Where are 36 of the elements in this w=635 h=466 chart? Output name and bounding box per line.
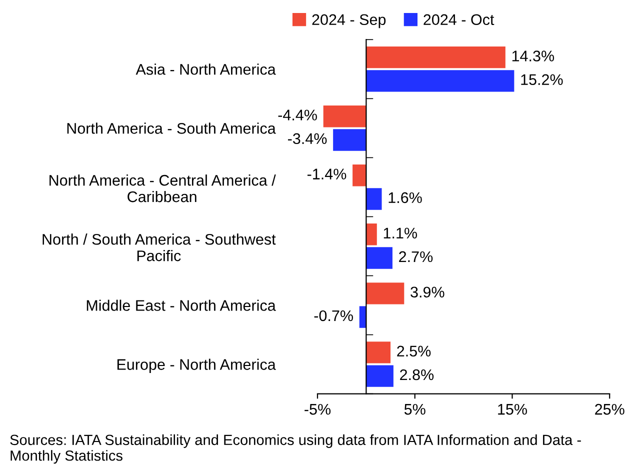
y-tick-label: Asia - North America (136, 64, 276, 75)
y-tick-label: Europe - North America (117, 358, 276, 373)
y-tick-label: North America - Central America / Caribbean (50, 174, 276, 202)
source-note: Sources: IATA Sustainability and Economics using data from IATA Information and Data - Monthly Statistics (10, 434, 581, 464)
x-tick-label: 5% (404, 404, 426, 415)
data-label: 3.9% (410, 286, 444, 298)
bar (366, 342, 391, 364)
data-label: 14.3% (512, 50, 554, 62)
bar (366, 46, 506, 68)
bar (366, 224, 377, 246)
data-label: 1.6% (388, 192, 422, 204)
data-label: 2.7% (399, 251, 433, 262)
bar (352, 164, 366, 186)
data-label: 15.2% (521, 74, 563, 86)
bar (333, 129, 366, 151)
data-label: -1.4% (307, 168, 346, 180)
y-tick-label: North America - South America (67, 122, 276, 134)
bar (323, 105, 366, 128)
data-label: 2.8% (400, 369, 434, 380)
y-tick-label: Middle East - North America (86, 300, 276, 311)
data-label: 1.1% (384, 228, 418, 238)
bar (366, 188, 382, 210)
bar (366, 282, 404, 304)
bar (366, 365, 394, 387)
data-label: -4.4% (278, 110, 317, 120)
bar (366, 247, 392, 269)
x-tick-label: 15% (498, 404, 527, 415)
y-tick-label: North / South America - Southwest Pacific (42, 234, 276, 262)
data-label: -3.4% (288, 133, 327, 144)
data-label: 2.5% (397, 346, 431, 357)
legend-label: 2024 - Sep (312, 14, 386, 28)
x-tick-label: -5% (304, 404, 331, 415)
data-label: -0.7% (314, 310, 353, 322)
bar (366, 70, 514, 92)
legend-label: 2024 - Oct (424, 14, 494, 26)
x-tick-label: 25% (595, 404, 624, 415)
